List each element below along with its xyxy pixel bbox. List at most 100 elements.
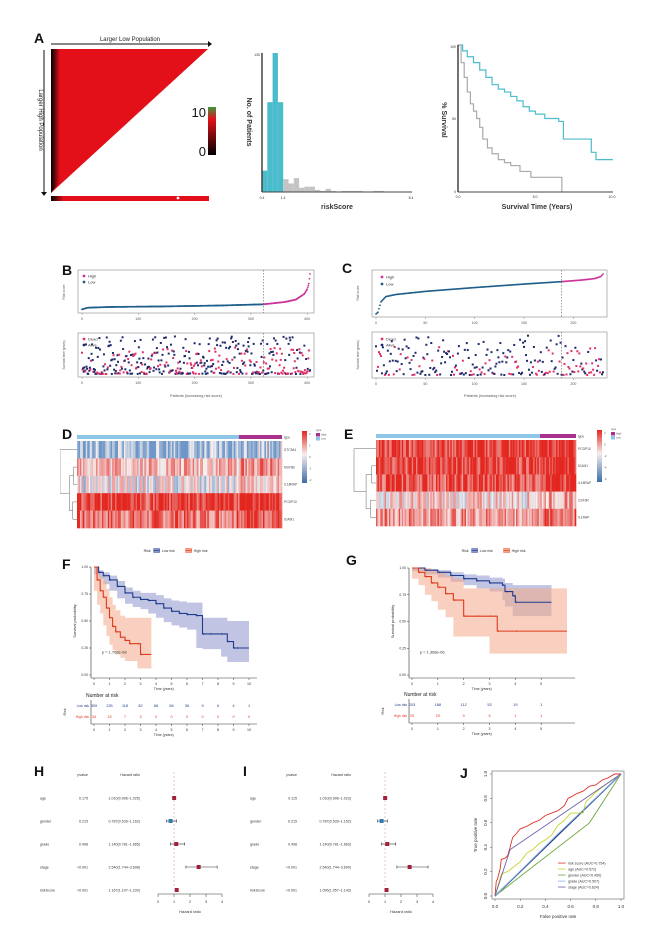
type-bar-high	[540, 434, 576, 438]
heatmap-cell	[109, 458, 111, 477]
alive-patient-point	[86, 367, 89, 370]
heatmap-cell	[453, 457, 455, 475]
dead-patient-point	[145, 372, 148, 375]
alive-patient-point	[85, 365, 88, 368]
heatmap-cell	[145, 458, 148, 477]
alive-patient-point	[463, 348, 466, 351]
heatmap-cell	[561, 440, 564, 458]
heatmap-cell	[434, 491, 437, 510]
x-tick-label: 1	[109, 682, 111, 686]
type-legend-label: High	[321, 433, 327, 437]
heatmap-cell	[451, 457, 454, 475]
heatmap-cell	[390, 491, 393, 510]
heatmap-cell	[503, 491, 505, 510]
heatmap-cell	[154, 493, 157, 511]
heatmap-cell	[245, 475, 248, 494]
heatmap-cell	[471, 457, 474, 475]
c1-frame	[371, 269, 608, 318]
alive-patient-point	[432, 368, 435, 371]
dead-patient-point	[517, 365, 520, 368]
heatmap-cell	[513, 457, 515, 475]
alive-patient-point	[407, 347, 410, 350]
heatmap-cell	[530, 491, 533, 510]
heatmap-cell	[504, 457, 507, 475]
panel-label-g: G	[346, 552, 357, 568]
heatmap-cell	[216, 493, 218, 511]
dead-patient-point	[217, 366, 220, 369]
forest-point	[379, 819, 384, 823]
heatmap-cell	[543, 508, 545, 527]
heatmap-cell	[468, 457, 471, 475]
x-tick-label: 3	[205, 900, 207, 904]
dead-patient-point	[418, 365, 421, 368]
x-tick-label: 1	[437, 727, 439, 731]
heatmap-cell	[533, 440, 535, 458]
heatmap-cell	[148, 493, 151, 511]
heatmap-cell	[277, 510, 280, 529]
heatmap-cell	[220, 510, 223, 529]
heatmap-cell	[554, 491, 557, 510]
heatmap-cell	[377, 474, 380, 492]
heatmap-cell	[188, 458, 191, 477]
heatmap-cell	[433, 457, 435, 475]
heatmap-cell	[205, 493, 208, 511]
heatmap-cell	[488, 440, 491, 458]
heatmap-cell	[94, 493, 97, 511]
alive-patient-point	[442, 339, 445, 342]
dead-patient-point	[292, 348, 295, 351]
heatmap-cell	[141, 458, 144, 477]
alive-patient-point	[125, 355, 128, 358]
heatmap-cell	[191, 493, 193, 511]
heatmap-cell	[214, 493, 217, 511]
heatmap-cell	[528, 508, 531, 527]
alive-patient-point	[524, 340, 527, 343]
heatmap-cell	[104, 475, 107, 494]
dead-patient-point	[579, 365, 582, 368]
heatmap-cell	[134, 510, 136, 529]
type-legend-swatch	[316, 437, 320, 441]
c1-legend-low-marker	[380, 282, 384, 286]
heatmap-cell	[156, 441, 158, 459]
heatmap-cell	[537, 457, 540, 475]
dead-patient-point	[484, 362, 487, 365]
histogram-bar	[288, 183, 294, 192]
dead-patient-point	[275, 352, 278, 355]
dead-patient-point	[451, 354, 454, 357]
heatmap-cell	[384, 457, 387, 475]
heatmap-cell	[219, 475, 221, 494]
dendrogram-branch	[371, 465, 376, 484]
dead-patient-point	[199, 362, 202, 365]
heatmap-cell	[451, 508, 454, 527]
heatmap-cell	[503, 457, 505, 475]
heatmap-cell	[153, 441, 155, 459]
b2-legend-dead: Dead	[88, 337, 98, 342]
heatmap-cell	[563, 440, 565, 458]
alive-patient-point	[271, 350, 274, 353]
risk-table-axis-label: Risk	[381, 707, 385, 714]
risk-table-cell: 56	[169, 704, 173, 708]
dead-patient-point	[567, 365, 570, 368]
dead-patient-point	[378, 353, 381, 356]
heatmap-cell	[484, 508, 487, 527]
heatmap-cell	[173, 510, 176, 529]
heatmap-cell	[548, 491, 551, 510]
dead-patient-point	[588, 371, 591, 374]
heatmap-cell	[139, 510, 142, 529]
heatmap-cell	[497, 491, 500, 510]
forest-point	[174, 842, 179, 846]
dead-patient-point	[300, 351, 303, 354]
heatmap-cell	[550, 440, 553, 458]
heatmap-cell	[78, 458, 81, 477]
heatmap-cell	[480, 491, 483, 510]
heatmap-cell	[557, 508, 560, 527]
heatmap-cell	[397, 508, 400, 527]
heatmap-cell	[191, 441, 193, 459]
dead-patient-point	[175, 369, 178, 372]
heatmap-cell	[112, 441, 114, 459]
heatmap-cell	[257, 510, 259, 529]
dead-patient-point	[165, 361, 168, 364]
heatmap-cell	[245, 441, 248, 459]
alive-patient-point	[495, 362, 498, 365]
a-triangle-dark-edge	[51, 49, 60, 193]
heatmap-cell	[481, 457, 484, 475]
